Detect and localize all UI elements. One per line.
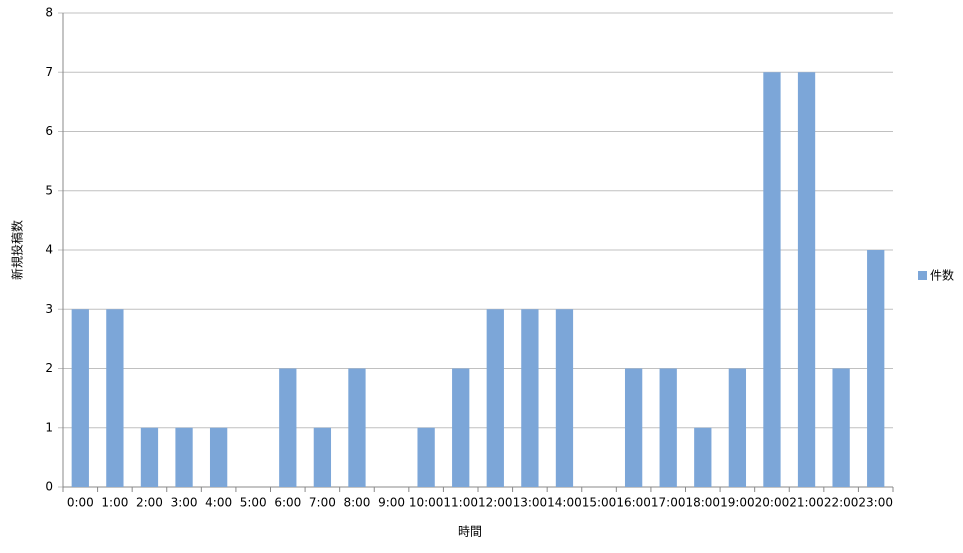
bar (106, 309, 124, 487)
bar (452, 368, 470, 487)
x-tick-label: 12:00 (478, 496, 513, 510)
bar (867, 250, 885, 487)
y-tick-label: 6 (45, 124, 53, 138)
bar (728, 368, 747, 487)
bar (209, 427, 228, 487)
x-tick-label: 3:00 (171, 496, 198, 510)
x-tick-label: 15:00 (582, 496, 617, 510)
y-tick-label: 5 (45, 183, 53, 197)
bar (555, 309, 574, 487)
x-tick-label: 21:00 (789, 496, 824, 510)
x-tick-label: 18:00 (685, 496, 720, 510)
y-tick-label: 1 (45, 420, 53, 434)
x-tick-label: 13:00 (513, 496, 548, 510)
y-tick-label: 7 (45, 65, 53, 79)
y-tick-label: 2 (45, 361, 53, 375)
bar (175, 427, 193, 487)
bar (624, 368, 643, 487)
x-tick-label: 9:00 (378, 496, 405, 510)
x-axis-title: 時間 (458, 525, 482, 539)
bar (694, 427, 712, 487)
x-tick-label: 2:00 (136, 496, 163, 510)
bar (140, 427, 159, 487)
bar (279, 368, 297, 487)
x-tick-label: 11:00 (443, 496, 478, 510)
y-tick-label: 0 (45, 480, 53, 494)
x-tick-label: 20:00 (755, 496, 790, 510)
x-tick-label: 16:00 (616, 496, 651, 510)
bar (486, 309, 504, 487)
bar (832, 368, 850, 487)
bar (659, 368, 677, 487)
x-tick-label: 8:00 (343, 496, 370, 510)
x-tick-label: 19:00 (720, 496, 755, 510)
bar (313, 427, 332, 487)
x-tick-label: 23:00 (858, 496, 893, 510)
x-tick-label: 1:00 (101, 496, 128, 510)
x-tick-label: 14:00 (547, 496, 582, 510)
y-axis-title: 新規投稿数 (10, 220, 25, 280)
bar (521, 309, 539, 487)
legend-label: 件数 (930, 268, 954, 283)
legend-swatch (918, 271, 927, 280)
bar (348, 368, 366, 487)
y-tick-label: 4 (45, 243, 53, 257)
x-tick-label: 0:00 (67, 496, 94, 510)
y-tick-label: 3 (45, 302, 53, 316)
bar (71, 309, 89, 487)
x-tick-label: 6:00 (274, 496, 301, 510)
bar (763, 72, 781, 487)
bar (797, 72, 816, 487)
bar (417, 427, 435, 487)
x-tick-label: 4:00 (205, 496, 232, 510)
x-tick-label: 7:00 (309, 496, 336, 510)
x-tick-label: 22:00 (824, 496, 859, 510)
x-tick-label: 17:00 (651, 496, 686, 510)
x-tick-label: 10:00 (409, 496, 444, 510)
x-tick-label: 5:00 (240, 496, 267, 510)
y-tick-label: 8 (45, 6, 53, 20)
